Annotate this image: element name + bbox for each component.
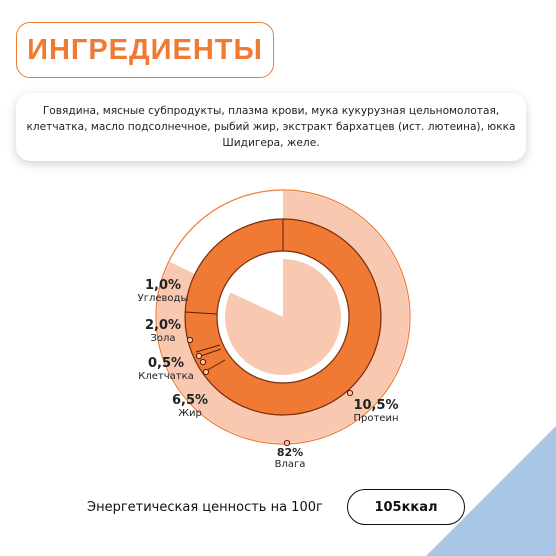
fat-value: 6,5% <box>171 393 209 408</box>
label-protein: 10,5% Протеин <box>343 398 409 424</box>
label-moisture: 82% Влага <box>262 446 318 470</box>
segment-divider-1 <box>184 311 218 315</box>
protein-value: 10,5% <box>353 398 399 413</box>
carbs-value: 1,0% <box>144 278 182 293</box>
marker-dot-1 <box>195 352 203 360</box>
label-ash: 2,0% Зола <box>128 318 198 344</box>
marker-dot-0 <box>186 336 194 344</box>
ingredients-card: Говядина, мясные субпродукты, плазма кро… <box>16 93 526 161</box>
marker-dot-5 <box>283 439 291 447</box>
ash-value: 2,0% <box>144 318 182 333</box>
label-fat: 6,5% Жир <box>160 393 220 419</box>
fiber-value: 0,5% <box>147 356 185 371</box>
protein-name: Протеин <box>353 413 399 424</box>
energy-label: Энергетическая ценность на 100г <box>87 500 323 515</box>
inner-sector <box>224 259 341 375</box>
energy-value-badge: 105ккал <box>347 489 465 525</box>
marker-dot-4 <box>346 389 354 397</box>
label-fiber: 0,5% Клетчатка <box>126 356 206 382</box>
fiber-name: Клетчатка <box>138 371 194 382</box>
carbs-name: Углеводы <box>137 293 189 304</box>
ingredients-text: Говядина, мясные субпродукты, плазма кро… <box>26 105 516 149</box>
title-box: ИНГРЕДИЕНТЫ <box>16 22 274 78</box>
segment-divider-2 <box>195 344 221 353</box>
moisture-value: 82% <box>276 446 304 459</box>
marker-dot-2 <box>199 358 207 366</box>
fat-name: Жир <box>178 408 202 419</box>
moisture-name: Влага <box>274 459 306 470</box>
ash-name: Зола <box>150 333 176 344</box>
label-carbs: 1,0% Углеводы <box>128 278 198 304</box>
marker-dot-3 <box>202 368 210 376</box>
page-title: ИНГРЕДИЕНТЫ <box>27 33 263 66</box>
